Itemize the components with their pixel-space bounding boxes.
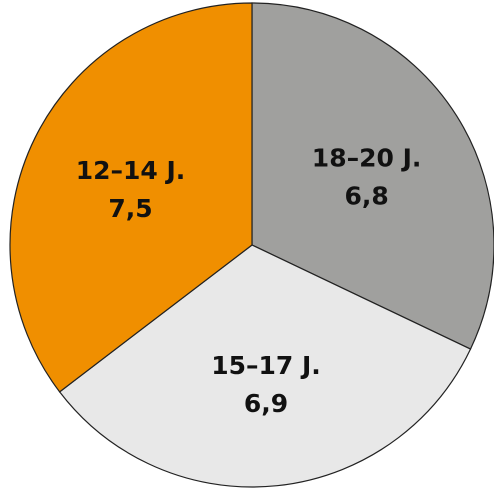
slice-label-15-17-j: 15–17 J. — [211, 351, 321, 380]
slice-label-12-14-j: 12–14 J. — [76, 156, 186, 185]
slice-value-12-14-j: 7,5 — [108, 194, 152, 223]
slice-value-18-20-j: 6,8 — [344, 182, 388, 211]
pie-labels: 18–20 J. 6,8 15–17 J. 6,9 12–14 J. 7,5 — [76, 144, 422, 418]
slice-value-15-17-j: 6,9 — [244, 389, 288, 418]
pie-slice-12-14-j — [9, 2, 253, 393]
slice-label-18-20-j: 18–20 J. — [312, 144, 422, 173]
pie-slices — [9, 2, 494, 488]
pie-slice-15-17-j — [58, 244, 472, 488]
pie-slice-18-20-j — [251, 2, 494, 350]
